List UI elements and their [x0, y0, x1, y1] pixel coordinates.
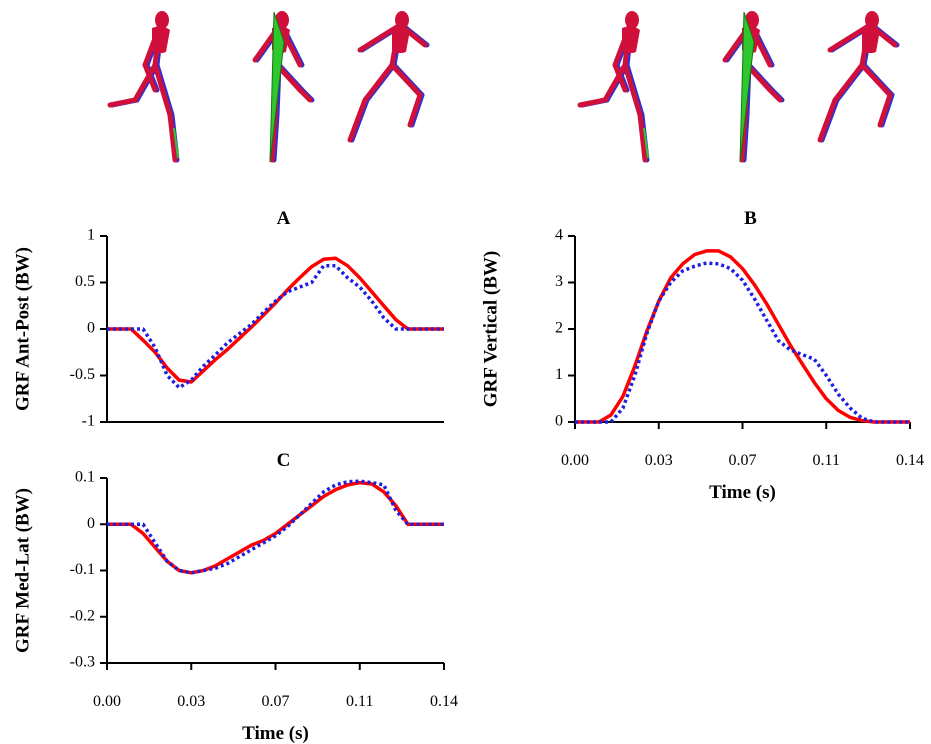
- y-tick-label: -0.3: [70, 654, 95, 671]
- chart-title: B: [744, 208, 757, 229]
- force-vector: [173, 127, 179, 159]
- skeleton-head: [155, 11, 169, 29]
- x-tick-label: 0.03: [177, 693, 205, 710]
- x-tick-label: 0.03: [645, 452, 673, 469]
- data-line: [107, 480, 444, 575]
- y-tick-label: 3: [555, 273, 563, 290]
- skeleton-head: [625, 11, 639, 29]
- skeleton-bone: [407, 92, 423, 128]
- skeleton-bone: [622, 62, 643, 118]
- x-axis-label: Time (s): [709, 482, 776, 503]
- force-vector: [739, 11, 755, 163]
- skeleton-bone: [142, 62, 158, 93]
- y-tick-label: 0: [555, 413, 563, 430]
- x-tick-label: 0.14: [430, 693, 458, 710]
- skeleton-ribcage: [622, 26, 640, 54]
- force-vector: [269, 11, 285, 163]
- skeleton-bone: [297, 87, 313, 103]
- skeleton-bone: [832, 62, 865, 103]
- y-tick-label: -1: [82, 413, 95, 430]
- force-vector: [643, 127, 649, 159]
- chart-panel: B GRF Vertical (BW) Time (s) 4 3 2 1 0 0.00 0.03 0…: [480, 208, 924, 503]
- skeleton-bone: [132, 62, 158, 103]
- y-tick-label: 4: [555, 227, 563, 244]
- x-tick-label: 0.11: [813, 452, 840, 469]
- skeleton-bone: [362, 62, 395, 103]
- data-line: [107, 479, 444, 575]
- x-tick-label: 0.00: [93, 693, 121, 710]
- chart-title: A: [277, 208, 291, 229]
- skeleton-bone: [347, 97, 368, 143]
- data-line: [107, 256, 444, 384]
- skeleton-bone: [817, 97, 838, 143]
- data-line: [575, 261, 910, 424]
- skeleton-illustrations: [107, 11, 900, 163]
- data-line: [107, 264, 444, 390]
- y-tick-label: 1: [555, 366, 563, 383]
- skeleton-bone: [602, 62, 628, 103]
- skeleton-head: [865, 11, 879, 29]
- y-tick-label: 0.5: [75, 273, 95, 290]
- chart-title: C: [277, 450, 291, 471]
- y-tick-label: 1: [87, 227, 95, 244]
- skeleton-bone: [107, 97, 138, 108]
- y-tick-label: 2: [555, 320, 563, 337]
- chart-panel: C GRF Med-Lat (BW) Time (s) 0.1 0 -0.1 -0.2 -0.…: [12, 450, 458, 744]
- skeleton-bone: [859, 62, 893, 98]
- y-tick-label: -0.2: [70, 607, 95, 624]
- skeleton-bone: [612, 62, 628, 93]
- y-tick-label: 0: [87, 515, 95, 532]
- y-tick-label: -0.1: [70, 561, 95, 578]
- y-axis-label: GRF Ant-Post (BW): [12, 247, 33, 411]
- x-axis-label: Time (s): [242, 723, 309, 744]
- y-tick-label: -0.5: [70, 366, 95, 383]
- data-line: [575, 249, 910, 424]
- skeleton-bone: [167, 112, 178, 163]
- x-tick-label: 0.00: [561, 452, 589, 469]
- skeleton-ribcage: [392, 26, 410, 54]
- skeleton-bone: [767, 87, 783, 103]
- x-tick-label: 0.11: [346, 693, 373, 710]
- skeleton-ribcage: [862, 26, 880, 54]
- skeleton-bone: [637, 112, 648, 163]
- y-axis-label: GRF Vertical (BW): [480, 251, 501, 408]
- y-tick-label: 0.1: [75, 469, 95, 486]
- x-tick-label: 0.07: [262, 693, 290, 710]
- y-axis-label: GRF Med-Lat (BW): [12, 488, 33, 653]
- skeleton-ribcage: [152, 26, 170, 54]
- chart-panel: A GRF Ant-Post (BW) 1 0.5 0 -0.5 -1: [12, 208, 444, 430]
- x-tick-label: 0.07: [729, 452, 757, 469]
- skeleton-bone: [152, 62, 173, 118]
- skeleton-bone: [877, 92, 893, 128]
- skeleton-bone: [389, 62, 423, 98]
- skeleton-head: [395, 11, 409, 29]
- y-tick-label: 0: [87, 320, 95, 337]
- skeleton-bone: [577, 97, 608, 108]
- x-tick-label: 0.14: [896, 452, 924, 469]
